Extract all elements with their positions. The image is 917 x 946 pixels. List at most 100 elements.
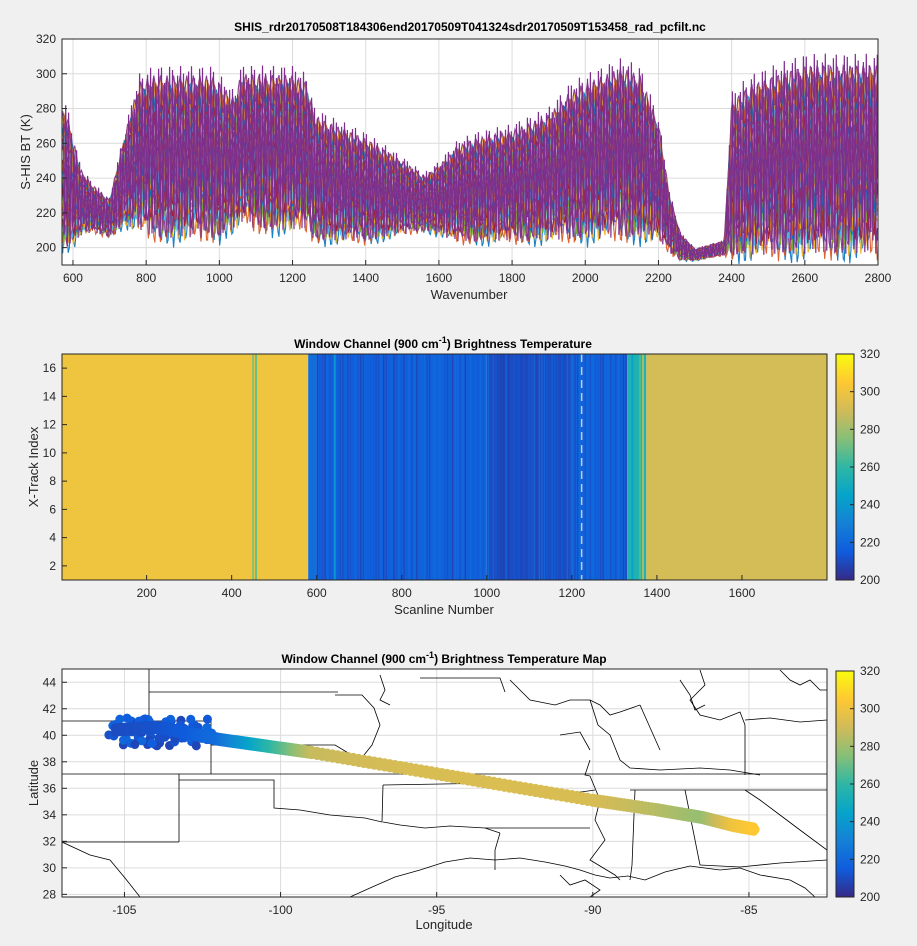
colorbar-tick-label: 220 [860,535,880,549]
y-tick-label: 14 [43,389,57,403]
y-tick-label: 34 [43,808,57,822]
x-tick-label: 1800 [499,271,526,285]
map-panel: Window Channel (900 cm-1) Brightness Tem… [26,650,880,932]
y-tick-label: 4 [49,531,56,545]
x-tick-label: 2400 [718,271,745,285]
heatmap-stripe [434,354,436,580]
heatmap-stripe [352,354,354,580]
heatmap-stripe [457,354,459,580]
heatmap-stripe [316,354,318,580]
heatmap-stripe [462,354,464,580]
heatmap-stripe [436,354,438,580]
colorbar-tick-label: 260 [860,460,880,474]
map-colorbar-ticks: 200 220 240 260 280 300 320 [850,664,880,904]
heatmap-stripe [584,354,586,580]
heatmap-stripe [602,354,604,580]
heatmap-stripe [480,354,482,580]
heatmap-stripe [556,354,558,580]
map-title: Window Channel (900 cm-1) Brightness Tem… [281,650,606,666]
colorbar-tick-label: 240 [860,498,880,512]
heatmap-stripe [639,354,642,580]
track-point [137,736,147,746]
heatmap-stripe [485,354,487,580]
heatmap-panel: Window Channel (900 cm-1) Brightness Tem… [26,335,880,617]
y-tick-label: 6 [49,502,56,516]
heatmap-title: Window Channel (900 cm-1) Brightness Tem… [294,335,592,351]
heatmap-stripe [523,354,525,580]
heatmap-title-tail: ) Brightness Temperature [447,337,592,351]
heatmap-stripe [587,354,589,580]
x-tick-label: -105 [112,903,136,917]
heatmap-stripe [337,354,339,580]
track-point [186,714,196,724]
heatmap-stripe [574,354,576,580]
heatmap-stripe [525,354,528,580]
spectrum-lines [62,53,878,265]
heatmap-stripe [255,354,258,580]
heatmap-stripe [411,354,413,580]
x-tick-label: -100 [269,903,293,917]
heatmap-stripe [347,354,349,580]
heatmap-stripe [354,354,357,580]
heatmap-stripe [370,354,372,580]
heatmap-stripe [423,354,426,580]
y-tick-label: 200 [36,241,56,255]
track-point [202,714,212,724]
heatmap-stripe [441,354,444,580]
colorbar-tick-label: 200 [860,573,880,587]
heatmap-stripe [426,354,428,580]
heatmap-stripe [500,354,502,580]
heatmap-stripe [469,354,472,580]
x-tick-label: 1000 [206,271,233,285]
border-line [639,704,661,751]
border-line [559,731,591,751]
spectrum-ticks: 600 800 1000 1200 1400 1600 1800 2000 2200 2400 26… [36,32,892,285]
heatmap-stripe [597,354,599,580]
y-tick-label: 32 [43,834,57,848]
heatmap-stripe [610,354,612,580]
map-axes-bg [62,669,827,897]
border-line [689,669,746,775]
spectrum-title: SHIS_rdr20170508T184306end20170509T04132… [234,20,706,34]
heatmap-stripe [342,354,344,580]
x-tick-label: -95 [428,903,446,917]
y-tick-label: 320 [36,32,56,46]
heatmap-stripe [620,354,622,580]
coastline [62,841,141,897]
heatmap-stripe [553,354,556,580]
heatmap-stripe [357,354,359,580]
heatmap-stripe [349,354,352,580]
colorbar-tick-label: 320 [860,347,880,361]
heatmap-stripe [561,354,563,580]
heatmap-stripe [388,354,390,580]
heatmap-stripe [592,354,594,580]
coastline [349,857,816,897]
x-tick-label: 2800 [865,271,892,285]
heatmap-stripe [406,354,408,580]
heatmap-ticks: 200 400 600 800 1000 1200 1400 1600 2 4 6 8 10 12 14 16 [43,361,756,600]
map-title-sup: -1 [426,650,434,660]
heatmap-stripe [579,354,581,580]
heatmap-stripe [418,354,421,580]
heatmap-stripe [252,354,255,580]
heatmap-stripe [497,354,500,580]
heatmap-stripe [533,354,535,580]
flight-track [104,713,760,836]
heatmap-title-sup: -1 [439,335,447,345]
y-tick-label: 260 [36,136,56,150]
y-tick-label: 10 [43,446,57,460]
border-line [684,789,701,866]
heatmap-segment [62,354,309,580]
heatmap-stripe [536,354,538,580]
heatmap-stripe [631,354,634,580]
coastline [779,669,827,691]
track-point [122,713,132,723]
spectrum-axes-frame [61,38,879,266]
heatmap-stripe [377,354,380,580]
heatmap-stripe [421,354,423,580]
x-tick-label: 800 [136,271,156,285]
colorbar-tick-label: 200 [860,890,880,904]
heatmap-x-label: Scanline Number [394,602,494,617]
border-line [584,759,591,777]
border-line [589,699,761,776]
